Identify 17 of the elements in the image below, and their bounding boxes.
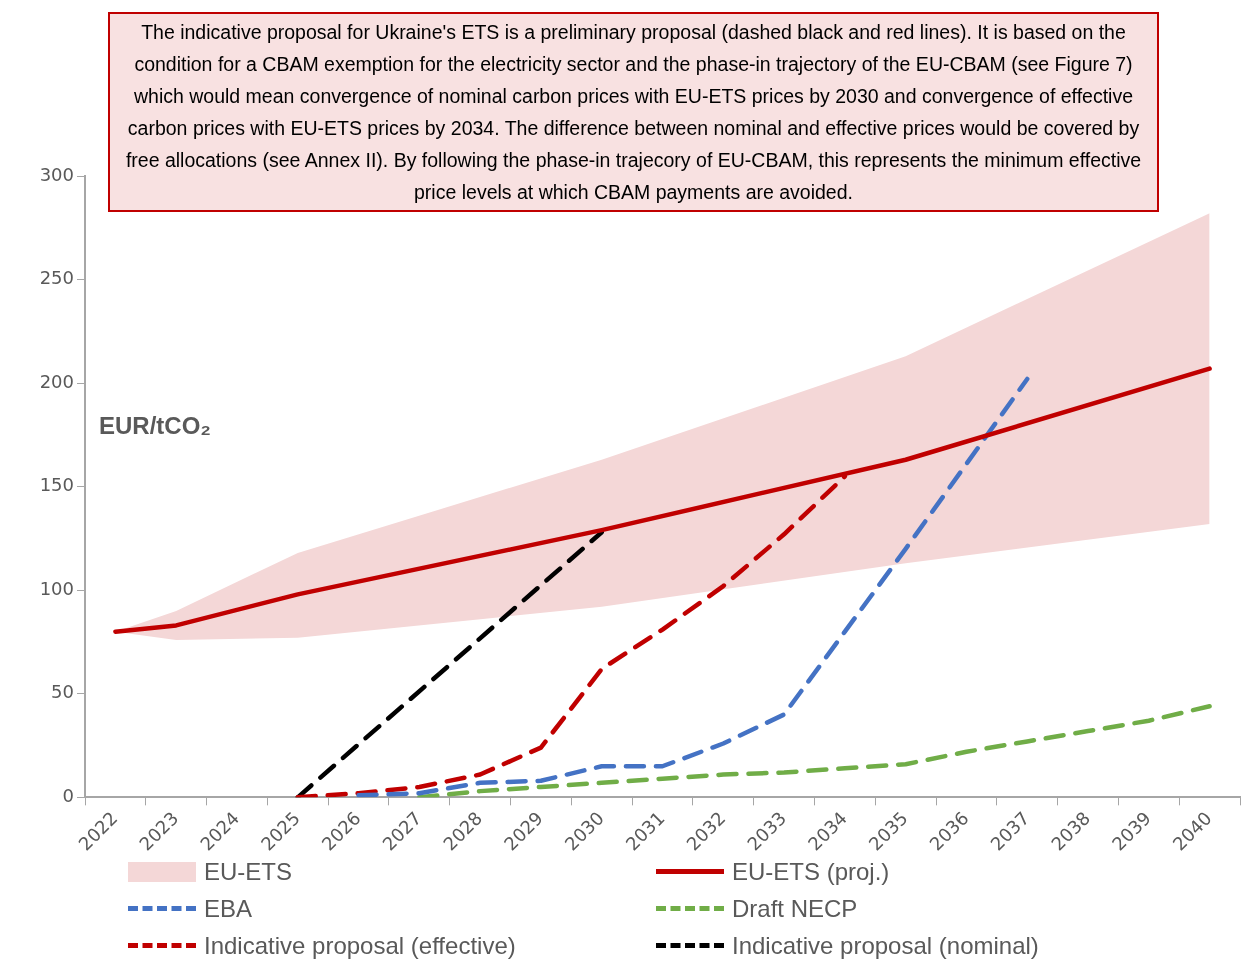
y-tick-label: 150 — [39, 474, 74, 496]
y-tick-label: 200 — [39, 370, 74, 392]
y-tick-label: 50 — [51, 681, 74, 703]
legend-label: EBA — [204, 894, 253, 923]
y-tick-label: 250 — [39, 267, 74, 289]
legend-label: Draft NECP — [732, 894, 858, 923]
legend-label: Indicative proposal (nominal) — [732, 931, 1039, 959]
legend-label: EU-ETS (proj.) — [732, 857, 890, 886]
y-tick-label: 300 — [39, 163, 74, 185]
y-tick-label: 100 — [39, 577, 74, 599]
legend-label: Indicative proposal (effective) — [204, 931, 516, 959]
legend-label: EU-ETS — [204, 857, 293, 886]
y-tick-label: 0 — [62, 785, 74, 807]
annotation: The indicative proposal for Ukraine's ETS is a preliminary proposal (dashed black and red lines). It is based on the condition for a CBAM exemption for the electricity sector and the phase-in trajectory of the EU-CBAM (see Figure 7) which would mean convergence of nominal carbon prices with EU-ETS prices by 2030 and convergence of effective carbon prices with EU-ETS prices by 2034. The difference between nominal and effective prices would be covered by free allocations (see Annex II). By following the phase-in trajecory of EU-CBAM, this represents the minimum effective price levels at which CBAM payments are avoided. — [108, 12, 1159, 212]
line-series — [356, 376, 1030, 798]
line-series — [417, 703, 1212, 798]
y-axis-title: EUR/tCO₂ — [99, 412, 211, 440]
